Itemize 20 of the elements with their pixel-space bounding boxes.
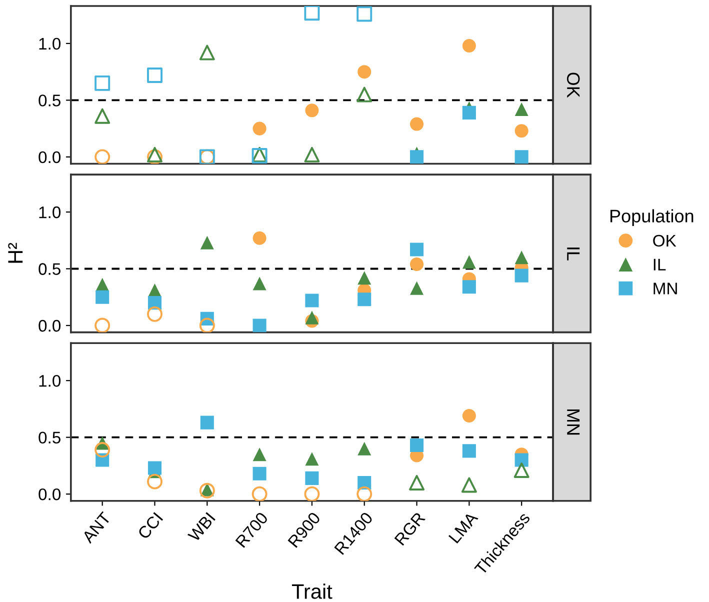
y-tick-label: 0.5 [38, 263, 60, 275]
text: OK [566, 72, 580, 98]
x-axis-title: Trait [292, 584, 332, 599]
y-tick-label: 1.0 [39, 374, 61, 387]
y-tick-label: 1.0 [39, 206, 61, 218]
y-tick-label: 0.0 [38, 151, 61, 164]
y-tick-label: 0.5 [38, 432, 60, 444]
y-tick-label: 1.0 [39, 38, 61, 50]
legend-title: Population [610, 209, 694, 226]
y-tick-label: 0.0 [38, 488, 61, 500]
text: MN [567, 409, 580, 435]
legend-label: IL [654, 258, 666, 270]
y-tick-label: 0.0 [38, 320, 61, 332]
x-tick-label: WBI [187, 512, 216, 542]
legend-label: OK [653, 234, 676, 247]
x-tick-label: CCI [137, 512, 164, 540]
y-tick-label: 0.5 [38, 94, 60, 106]
y-axis-title: H² [8, 242, 23, 263]
legend-label: MN [654, 282, 677, 294]
text: IL [567, 248, 580, 260]
